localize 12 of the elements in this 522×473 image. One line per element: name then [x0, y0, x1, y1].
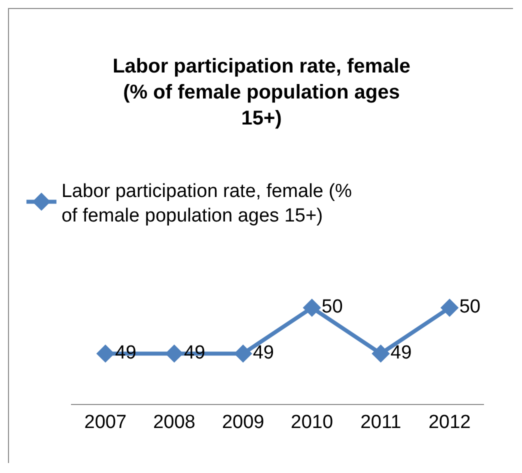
- data-label: 49: [390, 342, 412, 364]
- x-tick-label: 2007: [84, 412, 127, 433]
- x-tick-label: 2012: [428, 412, 471, 433]
- data-label: 50: [459, 296, 480, 318]
- x-tick-label: 2011: [360, 412, 402, 433]
- data-label: 50: [322, 296, 343, 318]
- chart-title: Labor participation rate, female (% of female population ages 15+): [112, 56, 410, 130]
- x-tick-label: 2010: [290, 412, 334, 433]
- data-label: 49: [252, 342, 274, 364]
- x-tick-label: 2009: [222, 412, 264, 433]
- legend-label: Labor participation rate, female (% of female population ages 15+): [61, 180, 352, 226]
- x-tick-label: 2008: [153, 412, 196, 433]
